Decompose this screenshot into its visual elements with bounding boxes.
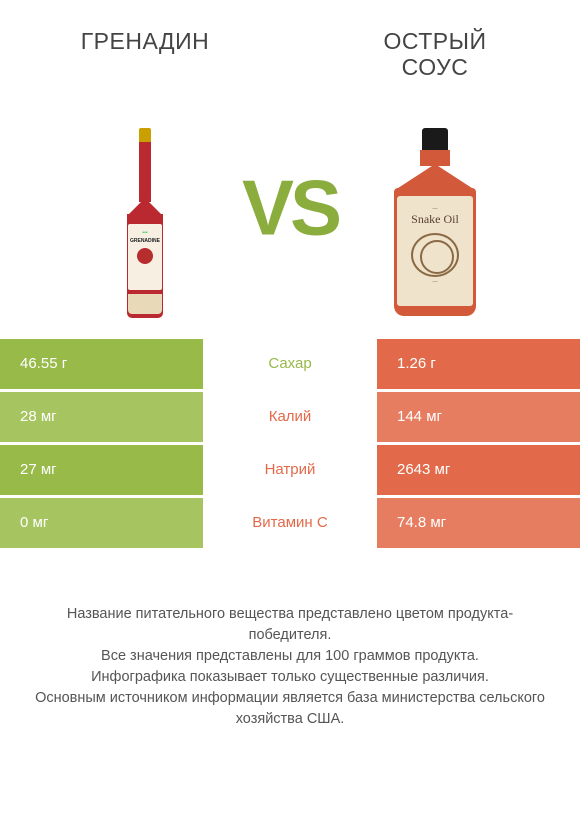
title-right: ОСТРЫЙСОУС: [290, 28, 580, 81]
comparison-table: 46.55 гСахар1.26 г28 мгКалий144 мг27 мгН…: [0, 339, 580, 548]
grenadine-bottle-icon: •••GRENADINE: [120, 128, 170, 323]
cell-right-value: 1.26 г: [377, 339, 580, 389]
cell-nutrient-label: Сахар: [203, 339, 377, 389]
cell-left-value: 27 мг: [0, 445, 203, 495]
hot-sauce-bottle-icon: —Snake Oil—: [388, 128, 483, 323]
header: ГРЕНАДИН ОСТРЫЙСОУС: [0, 0, 580, 81]
cell-nutrient-label: Витамин C: [203, 498, 377, 548]
table-row: 46.55 гСахар1.26 г: [0, 339, 580, 389]
cell-right-value: 74.8 мг: [377, 498, 580, 548]
vs-label: VS: [242, 162, 338, 253]
cell-left-value: 0 мг: [0, 498, 203, 548]
cell-left-value: 46.55 г: [0, 339, 203, 389]
table-row: 0 мгВитамин C74.8 мг: [0, 498, 580, 548]
title-left: ГРЕНАДИН: [0, 28, 290, 81]
cell-right-value: 2643 мг: [377, 445, 580, 495]
table-row: 27 мгНатрий2643 мг: [0, 445, 580, 495]
cell-right-value: 144 мг: [377, 392, 580, 442]
cell-nutrient-label: Натрий: [203, 445, 377, 495]
footer-text: Название питательного вещества представл…: [0, 604, 580, 730]
cell-nutrient-label: Калий: [203, 392, 377, 442]
table-row: 28 мгКалий144 мг: [0, 392, 580, 442]
products-row: •••GRENADINE VS —Snake Oil—: [0, 93, 580, 323]
cell-left-value: 28 мг: [0, 392, 203, 442]
